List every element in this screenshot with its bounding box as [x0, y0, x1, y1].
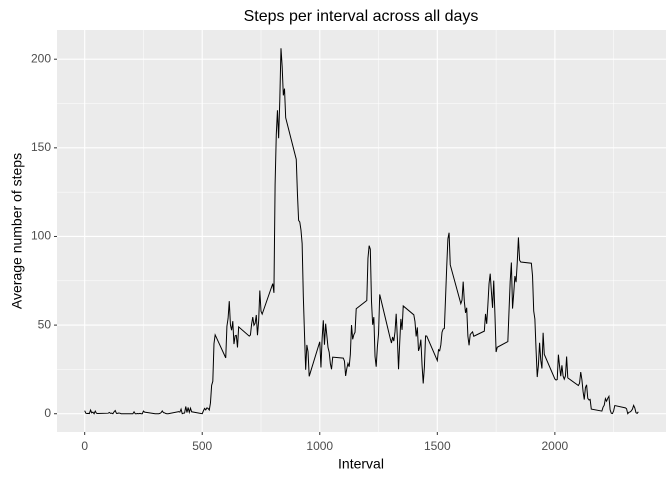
x-tick-label: 1500 — [424, 439, 451, 453]
y-tick-label: 0 — [44, 406, 51, 420]
y-tick-label: 200 — [31, 51, 51, 65]
chart-title: Steps per interval across all days — [244, 8, 479, 25]
y-tick-label: 100 — [31, 229, 51, 243]
x-tick-label: 0 — [81, 439, 88, 453]
x-tick-label: 2000 — [542, 439, 569, 453]
y-axis-title: Average number of steps — [9, 153, 25, 309]
x-axis-title: Interval — [338, 456, 384, 472]
x-tick-label: 500 — [192, 439, 212, 453]
x-tick-label: 1000 — [306, 439, 333, 453]
y-tick-label: 50 — [38, 317, 52, 331]
panel-background — [57, 30, 666, 432]
y-tick-label: 150 — [31, 140, 51, 154]
data-line — [84, 48, 639, 415]
